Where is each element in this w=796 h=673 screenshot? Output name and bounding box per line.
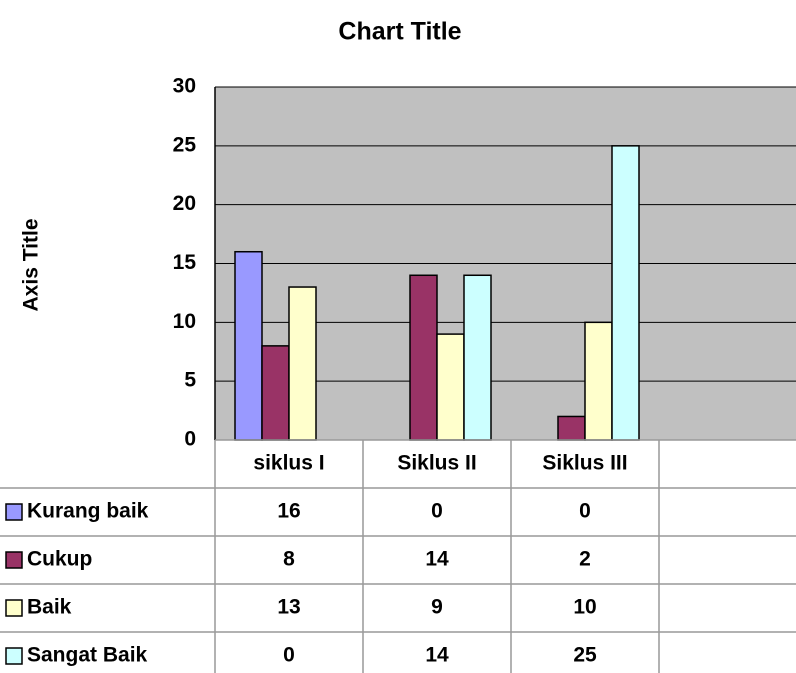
table-value: 13: [277, 596, 300, 619]
y-axis-title: Axis Title: [20, 219, 43, 312]
table-value: 0: [431, 500, 443, 523]
bar: [234, 250, 263, 441]
legend-key: [5, 599, 23, 617]
chart-title: Chart Title: [338, 18, 461, 46]
bar: [463, 274, 492, 441]
y-tick-label: 30: [173, 75, 196, 98]
table-value: 0: [283, 644, 295, 667]
table-value: 14: [425, 548, 449, 571]
table-value: 25: [573, 644, 597, 667]
legend-label: Kurang baik: [27, 500, 149, 523]
table-value: 0: [579, 500, 591, 523]
y-tick-label: 15: [173, 251, 197, 274]
table-value: 2: [579, 548, 591, 571]
legend-label: Baik: [27, 596, 72, 619]
legend-label: Cukup: [27, 548, 92, 571]
table-value: 10: [573, 596, 596, 619]
y-tick-label: 20: [173, 192, 196, 215]
y-tick-label: 10: [173, 310, 196, 333]
bar: [611, 145, 640, 441]
y-tick-label: 5: [184, 369, 196, 392]
bar: [436, 333, 465, 441]
x-tick-label: Siklus II: [397, 452, 476, 475]
table-value: 9: [431, 596, 443, 619]
legend-key: [5, 503, 23, 521]
y-tick-label: 25: [173, 133, 197, 156]
table-value: 16: [277, 500, 300, 523]
bar: [557, 415, 586, 441]
bar: [409, 274, 438, 441]
bar: [261, 345, 290, 441]
bar: [584, 321, 613, 441]
x-tick-label: siklus I: [253, 452, 324, 475]
table-value: 8: [283, 548, 295, 571]
legend-key: [5, 647, 23, 665]
bar: [288, 286, 317, 441]
y-tick-label: 0: [184, 428, 196, 451]
legend-key: [5, 551, 23, 569]
table-value: 14: [425, 644, 449, 667]
x-tick-label: Siklus III: [542, 452, 627, 475]
legend-label: Sangat Baik: [27, 644, 148, 667]
